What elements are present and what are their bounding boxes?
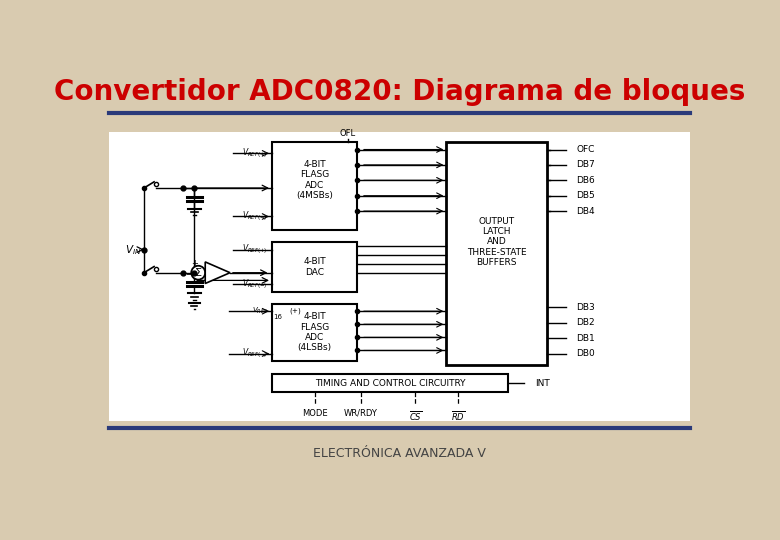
Bar [446,142,547,365]
Text: 4-BIT
FLASG
ADC
(4LSBs): 4-BIT FLASG ADC (4LSBs) [297,312,332,353]
Text: DB0: DB0 [576,349,595,358]
Bar [272,303,357,361]
Text: −: − [186,270,194,280]
Text: Σ: Σ [195,268,202,278]
Text: INT: INT [535,379,550,388]
Bar [272,374,509,392]
Text: 16: 16 [274,314,282,320]
Bar [272,242,357,292]
Text: $V_{REF(-)}$: $V_{REF(-)}$ [243,210,268,224]
Text: DB1: DB1 [576,334,595,343]
Text: $\overline{RD}$: $\overline{RD}$ [451,409,465,423]
Text: Convertidor ADC0820: Diagrama de bloques: Convertidor ADC0820: Diagrama de bloques [54,78,746,106]
Text: $V_{REF}$: $V_{REF}$ [252,306,268,316]
Text: DB3: DB3 [576,303,595,312]
Text: 4-BIT
FLASG
ADC
(4MSBs): 4-BIT FLASG ADC (4MSBs) [296,160,333,200]
Text: WR/RDY: WR/RDY [344,409,378,418]
Polygon shape [205,262,230,284]
Bar [272,142,357,231]
Text: $V_{IN}$: $V_{IN}$ [125,242,141,256]
Text: DB5: DB5 [576,191,595,200]
Text: TIMING AND CONTROL CIRCUITRY: TIMING AND CONTROL CIRCUITRY [315,379,466,388]
Text: ELECTRÓNICA AVANZADA V: ELECTRÓNICA AVANZADA V [314,447,486,460]
Text: OFC: OFC [576,145,595,154]
Text: DB2: DB2 [576,318,595,327]
Text: $V_{REF(-)}$: $V_{REF(-)}$ [243,347,268,361]
Text: 4-BIT
DAC: 4-BIT DAC [303,257,326,276]
Circle shape [191,266,205,280]
Bar [109,132,690,421]
Text: +: + [191,259,198,268]
Text: $V_{REF(+)}$: $V_{REF(+)}$ [243,146,268,160]
Text: $V_{REF(-)}$: $V_{REF(-)}$ [243,278,268,291]
Text: DB7: DB7 [576,160,595,170]
Text: $(+)$: $(+)$ [289,306,302,316]
Text: MODE: MODE [302,409,328,418]
Text: $\overline{CS}$: $\overline{CS}$ [409,409,422,423]
Text: OFL: OFL [340,129,356,138]
Text: DB6: DB6 [576,176,595,185]
Text: $V_{REF(+)}$: $V_{REF(+)}$ [243,242,268,256]
Text: OUTPUT
LATCH
AND
THREE-STATE
BUFFERS: OUTPUT LATCH AND THREE-STATE BUFFERS [466,217,526,267]
Text: DB4: DB4 [576,207,595,215]
